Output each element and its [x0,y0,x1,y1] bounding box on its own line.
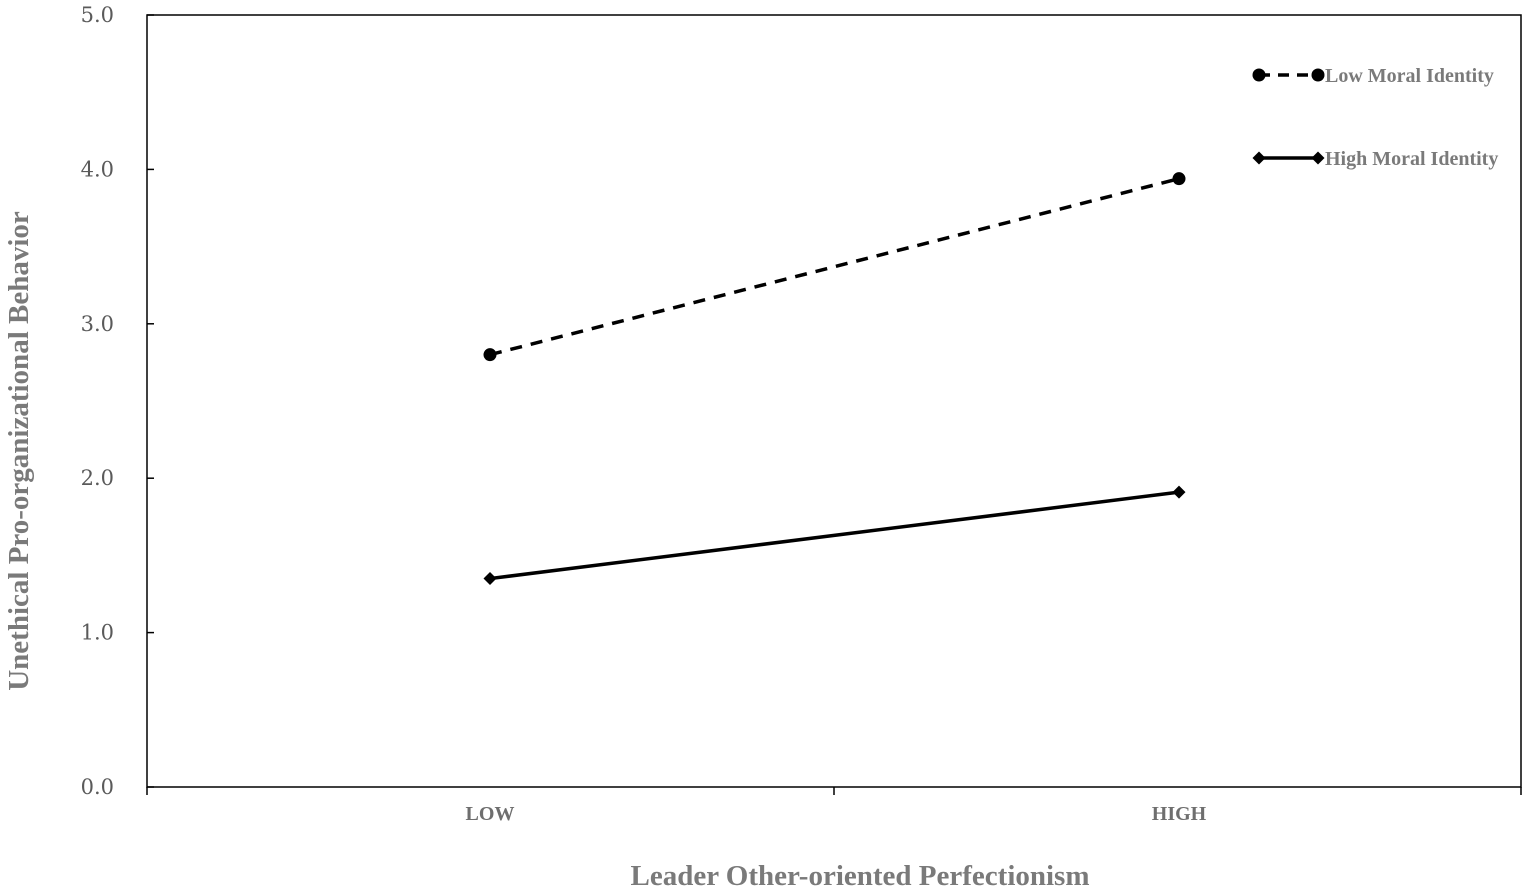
x-tick-label: LOW [466,803,515,825]
legend-marker [1311,151,1325,165]
x-tick-label: HIGH [1152,803,1207,825]
x-axis-title: Leader Other-oriented Perfectionism [630,860,1089,892]
legend-marker [1252,151,1266,165]
series-0 [483,172,1186,362]
legend-marker [1252,68,1266,82]
data-point [1172,172,1186,186]
data-point [483,572,497,586]
legend-item: High Moral Identity [1252,148,1498,170]
y-tick-label: 2.0 [81,466,114,490]
y-tick-label: 4.0 [81,157,114,181]
legend: Low Moral Identity High Moral Identity [1252,65,1498,170]
series-layer [483,172,1186,586]
plot-area [146,14,1522,788]
series-line [489,176,1180,357]
series-1 [483,485,1186,586]
y-tick-label: 1.0 [81,621,114,645]
x-axis-ticks: LOW HIGH [146,787,1522,825]
legend-label: Low Moral Identity [1325,65,1494,87]
data-point [1172,485,1186,499]
y-axis-ticks: 0.0 1.0 2.0 3.0 4.0 5.0 [81,3,154,799]
legend-marker [1311,68,1325,82]
series-line [489,490,1180,581]
y-tick-label: 5.0 [81,3,114,27]
y-axis-title: Unethical Pro-organizational Behavior [3,211,35,691]
legend-label: High Moral Identity [1325,148,1498,170]
data-point [483,348,497,362]
legend-item: Low Moral Identity [1252,65,1494,87]
y-tick-label: 0.0 [81,775,114,799]
y-tick-label: 3.0 [81,312,114,336]
